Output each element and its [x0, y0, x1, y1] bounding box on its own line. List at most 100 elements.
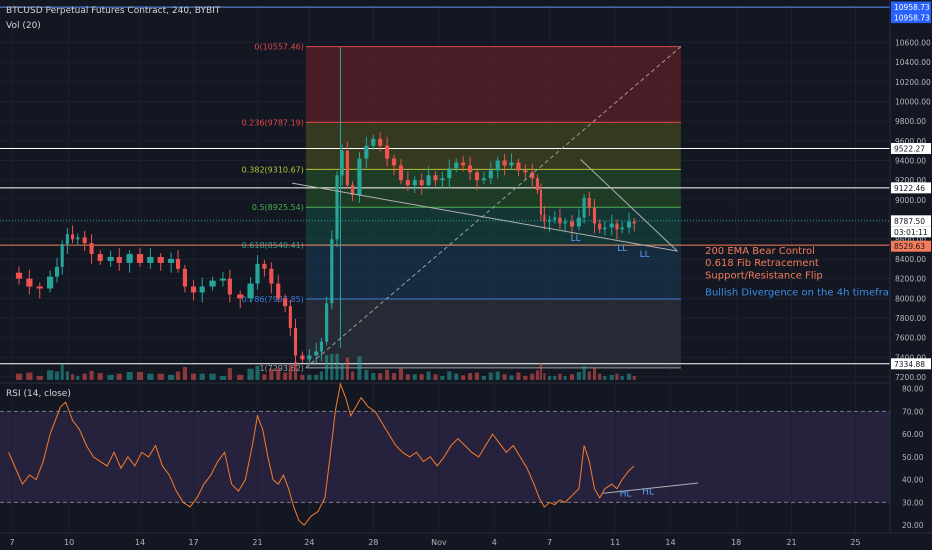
volume-bar: [136, 372, 144, 380]
candle-body: [175, 258, 181, 269]
volume-bar: [535, 370, 540, 380]
fib-level-label: 1(7293.62): [259, 364, 303, 373]
volume-bar: [209, 373, 216, 380]
candle-body: [523, 170, 528, 173]
volume-bar: [398, 368, 404, 380]
rsi-tick-label: 60.00: [902, 430, 924, 439]
fib-zone-0.786: [305, 299, 681, 368]
volume-bar: [350, 371, 355, 380]
candle-body: [147, 256, 154, 263]
volume-bar: [509, 375, 514, 380]
candle-body: [167, 258, 175, 263]
volume-bar: [175, 371, 181, 380]
fib-zone-0: [305, 46, 681, 123]
volume-bar: [488, 372, 493, 380]
candle-body: [603, 227, 607, 230]
time-tick-label: 7: [10, 538, 15, 547]
volume-bar: [60, 364, 64, 380]
candle-body: [620, 227, 624, 230]
volume-bar: [147, 373, 154, 380]
candle-body: [502, 160, 507, 166]
candle-body: [426, 175, 431, 186]
candle-body: [553, 217, 557, 220]
candle-body: [97, 254, 103, 261]
candle-body: [412, 180, 417, 186]
volume-bar: [36, 375, 43, 380]
candle-body: [371, 138, 376, 146]
volume-bar: [530, 373, 535, 380]
volume-bar: [345, 357, 349, 380]
candle-body: [587, 197, 591, 208]
candle-body: [626, 221, 632, 228]
candle-body: [467, 165, 473, 173]
time-tick-label: 25: [850, 538, 860, 547]
time-tick-label: 10: [64, 538, 74, 547]
time-tick-label: 24: [304, 538, 314, 547]
candle-body: [227, 278, 232, 295]
time-tick-label: 11: [610, 538, 620, 547]
volume-bar: [495, 371, 500, 380]
candle-body: [237, 294, 244, 299]
candle-body: [350, 185, 355, 195]
volume-bar: [167, 374, 175, 380]
volume-bar: [219, 375, 227, 380]
price-tick-label: 8000.00: [895, 294, 926, 303]
note-text: 200 EMA Bear Control: [705, 246, 815, 257]
volume-bar: [553, 375, 557, 380]
time-tick-label: 17: [188, 538, 198, 547]
candle-body: [547, 219, 552, 222]
rsi-tick-label: 80.00: [902, 385, 924, 394]
candle-body: [36, 286, 43, 289]
candle-body: [440, 178, 445, 181]
candle-body: [592, 207, 597, 224]
volume-bar: [325, 355, 329, 380]
candle-body: [190, 286, 197, 293]
volume-bar: [262, 374, 267, 380]
volume-bar: [620, 375, 624, 380]
price-marker: 8529.63: [894, 242, 925, 251]
candle-body: [391, 158, 397, 166]
candle-body: [82, 237, 87, 244]
volume-bar: [447, 371, 452, 380]
volume-bar: [626, 373, 632, 380]
volume-bar: [563, 375, 567, 380]
candle-body: [247, 283, 254, 299]
candle-body: [126, 254, 133, 263]
candle-body: [558, 217, 562, 224]
time-tick-label: 21: [786, 538, 796, 547]
volume-bar: [576, 372, 582, 380]
note-text: Bullish Divergence on the 4h timefra: [705, 287, 889, 298]
volume-bar: [157, 373, 164, 380]
level-tag-bg: [891, 358, 931, 370]
volume-bar: [54, 371, 60, 380]
volume-bar: [547, 375, 552, 380]
time-tick-label: 21: [252, 538, 262, 547]
price-tick-label: 10600.00: [895, 38, 931, 47]
candle-body: [419, 180, 424, 186]
candle-body: [76, 237, 80, 240]
volume-bar: [592, 368, 597, 380]
rsi-band: [0, 411, 890, 503]
time-axis-background: [0, 533, 932, 550]
volume-bar: [371, 373, 376, 380]
time-tick-label: 14: [665, 538, 675, 547]
candle-body: [269, 268, 274, 284]
trendline-fib-diagonal: [305, 46, 682, 369]
price-tick-label: 9400.00: [895, 157, 926, 166]
volume-bar: [247, 368, 254, 380]
candle-body: [539, 190, 542, 215]
volume-bar: [523, 375, 528, 380]
volume-bar: [412, 374, 417, 380]
rsi-line: [8, 382, 635, 526]
price-tick-label: 8400.00: [895, 255, 926, 264]
candle-body: [116, 256, 122, 263]
price-marker: 8787.50: [894, 217, 925, 226]
volume-bar: [65, 371, 69, 380]
candle-body: [157, 256, 164, 263]
price-tick-label: 10200.00: [895, 78, 931, 87]
candle-body: [335, 175, 339, 240]
volume-bar: [440, 375, 445, 380]
candle-body: [300, 355, 305, 360]
price-marker-bg: [891, 240, 931, 252]
